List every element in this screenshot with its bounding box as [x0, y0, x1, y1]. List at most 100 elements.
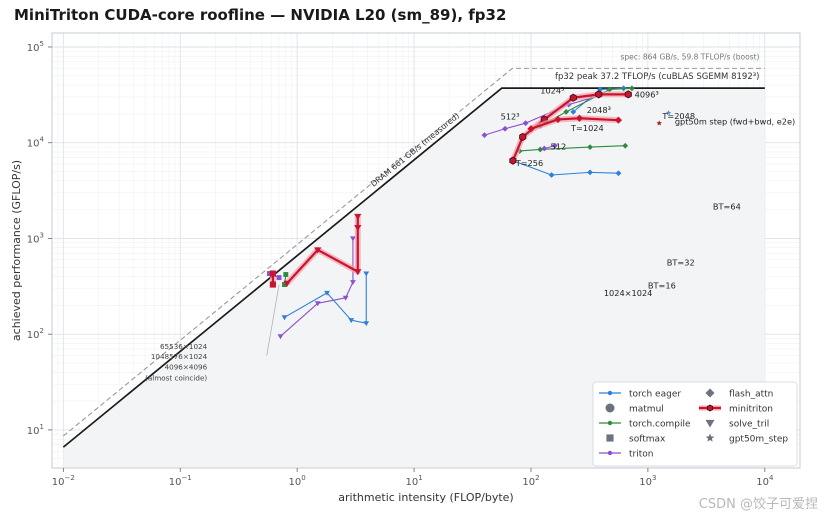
data-point [350, 280, 356, 285]
legend-label: matmul [629, 405, 664, 415]
legend-box [592, 381, 798, 467]
legend-swatch-marker [705, 419, 715, 428]
series-line [519, 145, 626, 152]
plot-frame [51, 32, 801, 469]
data-point [354, 225, 362, 232]
data-point [348, 318, 355, 324]
data-point [324, 290, 330, 296]
x-axis-label: arithmetic intensity (FLOP/byte) [338, 491, 513, 504]
data-point [570, 108, 577, 115]
data-point [354, 213, 362, 220]
legend-swatch-marker [605, 403, 615, 413]
legend-swatch-marker [607, 390, 613, 396]
legend-label: minitriton [729, 405, 773, 415]
data-point [587, 169, 593, 176]
annotation-label: 4096³ [635, 90, 659, 100]
legend-swatch-marker [707, 404, 713, 412]
series-minitriton [269, 90, 632, 288]
data-point [551, 142, 558, 149]
x-tick-label: 104 [756, 474, 774, 488]
legend-label: gpt50m_step [729, 435, 788, 445]
data-point [267, 271, 272, 276]
data-point [624, 90, 632, 99]
legend-label: torch eager [629, 390, 681, 400]
y-tick-label: 104 [27, 136, 45, 150]
data-point [363, 321, 370, 327]
data-point [314, 247, 322, 254]
data-point [665, 109, 672, 116]
data-point [283, 280, 291, 287]
series-line [530, 117, 619, 130]
data-point [283, 272, 289, 277]
data-point [350, 236, 356, 242]
peak-roof-label: fp32 peak 37.2 TFLOP/s (cuBLAS SGEMM 819… [555, 72, 759, 82]
legend-swatch-marker [606, 434, 614, 442]
y-axis-label: achieved performance (GFLOP/s) [10, 160, 23, 341]
legend-label: flash_attn [729, 390, 773, 400]
data-point [269, 281, 276, 288]
series-line [511, 93, 629, 162]
x-tick-label: 103 [639, 474, 656, 488]
x-tick-label: 100 [289, 474, 306, 488]
x-tick-label: 10−2 [52, 474, 75, 488]
data-series [267, 85, 672, 340]
y-tick-label: 102 [27, 327, 44, 341]
watermark: CSDN @饺子可爱捏 [698, 497, 818, 512]
data-point [522, 120, 529, 127]
data-point [629, 85, 635, 92]
y-tick-label: 101 [27, 423, 44, 437]
y-tick-label: 103 [27, 231, 44, 245]
data-point [269, 270, 276, 277]
axes: 10−2 10−1 100 101 102 103 104 101 102 103 104 105 ar… [10, 32, 801, 504]
x-tick-label: 102 [522, 474, 539, 488]
legend-label: softmax [629, 435, 666, 445]
legend-swatch-marker [607, 420, 613, 426]
y-tick-label: 105 [27, 40, 44, 54]
annotation-label: 4096×4096 [165, 362, 208, 371]
legend-swatch-marker [607, 450, 613, 456]
annotation-label: (almost coincide) [145, 373, 207, 382]
annotation-label: 2048³ [587, 105, 611, 115]
annotation-leader [266, 284, 280, 356]
annotation-label: T=256 [515, 158, 544, 168]
data-point [527, 125, 535, 133]
data-point [587, 144, 593, 150]
annotation-label: 512³ [501, 111, 520, 121]
legend-label: triton [629, 450, 653, 460]
x-tick-label: 101 [405, 474, 422, 488]
rooflines [62, 67, 765, 468]
data-point [554, 115, 562, 124]
data-point [548, 172, 555, 178]
data-point [281, 315, 288, 321]
spec-roofline [62, 67, 765, 437]
data-point [363, 271, 370, 277]
annotation-label: BT=64 [713, 202, 741, 212]
data-point [282, 282, 288, 288]
annotation-label: T=1024 [570, 123, 604, 133]
data-point [569, 93, 577, 102]
data-point [563, 108, 570, 115]
legend-swatch-marker [705, 433, 715, 442]
data-point [541, 145, 548, 152]
data-point [575, 114, 584, 122]
chart-title: MiniTriton CUDA-core roofline — NVIDIA L… [14, 6, 507, 24]
data-point [314, 301, 321, 307]
data-point [537, 146, 544, 153]
data-point [615, 170, 622, 177]
roof-shaded-region [63, 88, 765, 468]
data-point [622, 142, 629, 149]
legend-swatch-marker [705, 388, 715, 398]
data-point [502, 125, 508, 132]
annotation-label: BT=32 [667, 258, 695, 268]
spec-roof-label: spec: 864 GB/s, 59.8 TFLOP/s (boost) [621, 52, 760, 61]
series-line [512, 160, 619, 176]
data-point [481, 132, 488, 139]
data-point [656, 120, 662, 126]
annotation-label: 1024×1024 [604, 288, 653, 298]
annotation-label: T=2048 [661, 111, 695, 121]
data-point [595, 90, 603, 99]
annotation-label: 65536×1024 [160, 342, 208, 351]
data-point [606, 86, 613, 93]
measured-roofline [62, 87, 765, 448]
